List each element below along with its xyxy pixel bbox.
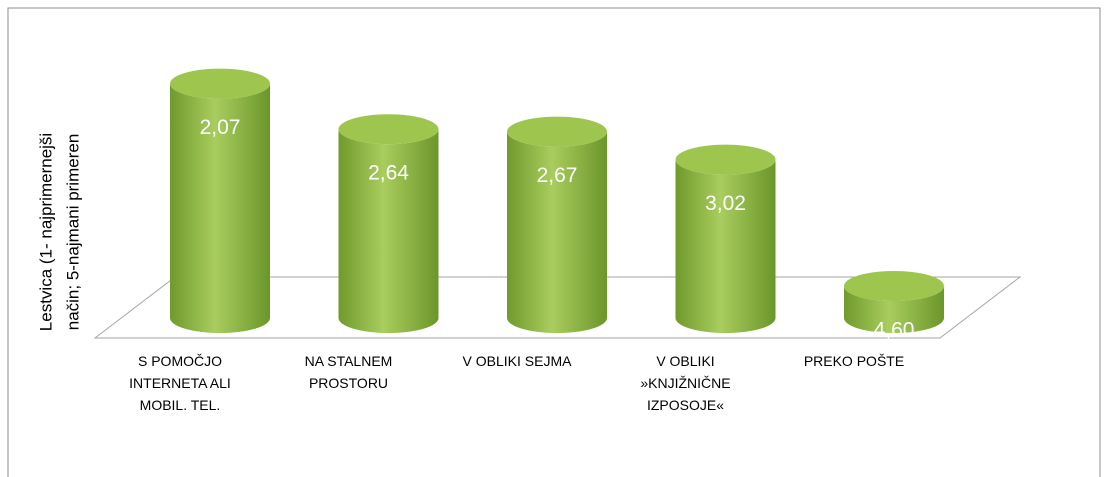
cylinder-body — [675, 159, 776, 333]
x-tick-label-line: »KNJIŽNIČNE — [640, 375, 730, 391]
x-tick-label-line: PREKO POŠTE — [804, 353, 904, 369]
cylinder-top — [170, 68, 270, 99]
x-tick-label-line: PROSTORU — [309, 375, 388, 391]
cylinder-body — [170, 83, 270, 333]
cylinder-top — [338, 114, 439, 145]
y-axis-label: način; 5-najmani primeren — [63, 134, 82, 331]
x-tick-label-line: V OBLIKI — [656, 353, 714, 369]
cylinder-body — [338, 129, 439, 333]
x-tick-label-line: IZPOSOJE« — [647, 397, 724, 413]
y-axis-label: Lestvica (1- najprimernejši — [36, 133, 55, 331]
cylinder-top — [675, 144, 776, 175]
x-tick-label: NA STALNEM PROSTORU — [305, 353, 393, 391]
cylinder-body — [507, 131, 607, 333]
value-label: 3,02 — [705, 192, 746, 215]
x-tick-label-line: MOBIL. TEL. — [140, 397, 221, 413]
x-tick-label-line: NA STALNEM — [305, 353, 393, 369]
x-tick-label: PREKO POŠTE — [804, 353, 904, 369]
x-tick-label: V OBLIKI »KNJIŽNIČNE IZPOSOJE« — [640, 353, 730, 413]
x-tick-label: V OBLIKI SEJMA — [463, 353, 573, 369]
cylinder-top — [507, 116, 607, 147]
value-label: 2,67 — [537, 164, 578, 187]
value-label: 4,60 — [874, 319, 915, 342]
x-tick-label: S POMOČJO INTERNETA ALI MOBIL. TEL. — [129, 353, 231, 413]
value-label: 2,07 — [200, 116, 241, 139]
cylinder-top — [844, 271, 944, 301]
chart-border — [7, 7, 1101, 477]
value-label: 2,64 — [368, 162, 409, 185]
x-tick-label-line: INTERNETA ALI — [129, 375, 231, 391]
x-tick-label-line: V OBLIKI SEJMA — [463, 353, 573, 369]
cylinder-body — [844, 286, 944, 333]
x-tick-label-line: S POMOČJO — [138, 353, 222, 369]
